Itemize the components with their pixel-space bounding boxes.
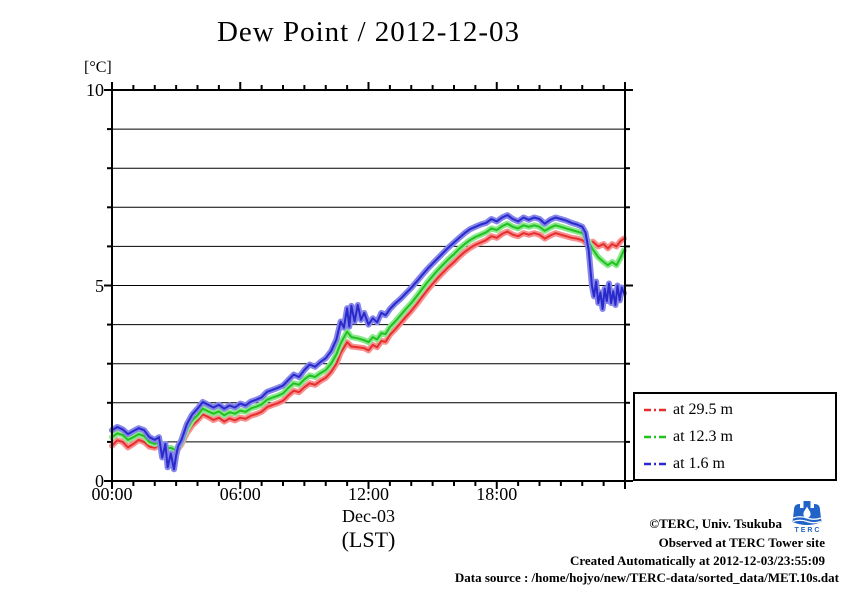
legend-line-swatch-icon: [644, 408, 666, 411]
series-line-at-1-6-m: [109, 212, 627, 473]
footer-copyright: ©TERC, Univ. Tsukuba: [649, 516, 782, 531]
legend-entry-at-12-3-m: at 12.3 m: [643, 428, 835, 446]
y-axis-unit-label: [°C]: [84, 59, 112, 76]
y-tick-label-5: 5: [95, 275, 104, 296]
y-tick-label-10: 10: [86, 80, 104, 100]
x-axis-date-label: Dec-03: [342, 506, 395, 526]
y-tick-label-0: 0: [95, 471, 104, 491]
terc-logo-icon: T E R C: [792, 501, 822, 534]
footer-created-timestamp: Created Automatically at 2012-12-03/23:5…: [569, 553, 825, 568]
legend-entry-at-1-6-m: at 1.6 m: [643, 455, 835, 473]
legend-label: at 12.3 m: [673, 427, 733, 445]
x-tick-label-0600: 06:00: [219, 484, 261, 504]
gridlines: [112, 128, 625, 443]
chart-title: Dew Point / 2012-12-03: [216, 16, 521, 48]
legend-label: at 29.5 m: [673, 400, 733, 418]
legend-box: at 29.5 m at 12.3 m at 1.6 m: [633, 392, 837, 481]
x-tick-label-1800: 18:00: [476, 484, 518, 504]
series-line-at-12-3-m: [109, 220, 627, 454]
terc-logo-letters: T E R C: [795, 527, 820, 534]
footer-data-source-path: Data source : /home/hojyo/new/TERC-data/…: [454, 570, 839, 585]
legend-line-swatch-icon: [644, 462, 666, 465]
x-axis-timezone-label: (LST): [341, 527, 396, 552]
legend-label: at 1.6 m: [673, 454, 725, 472]
plot-border: [111, 89, 626, 482]
footer-observed-site: Observed at TERC Tower site: [658, 535, 825, 550]
x-tick-label-1200: 12:00: [347, 484, 389, 504]
series-line-at-29-5-m: [109, 228, 627, 455]
legend-entry-at-29-5-m: at 29.5 m: [643, 401, 835, 419]
x-tick-label-0000: 00:00: [91, 484, 133, 504]
legend-line-swatch-icon: [644, 435, 666, 438]
